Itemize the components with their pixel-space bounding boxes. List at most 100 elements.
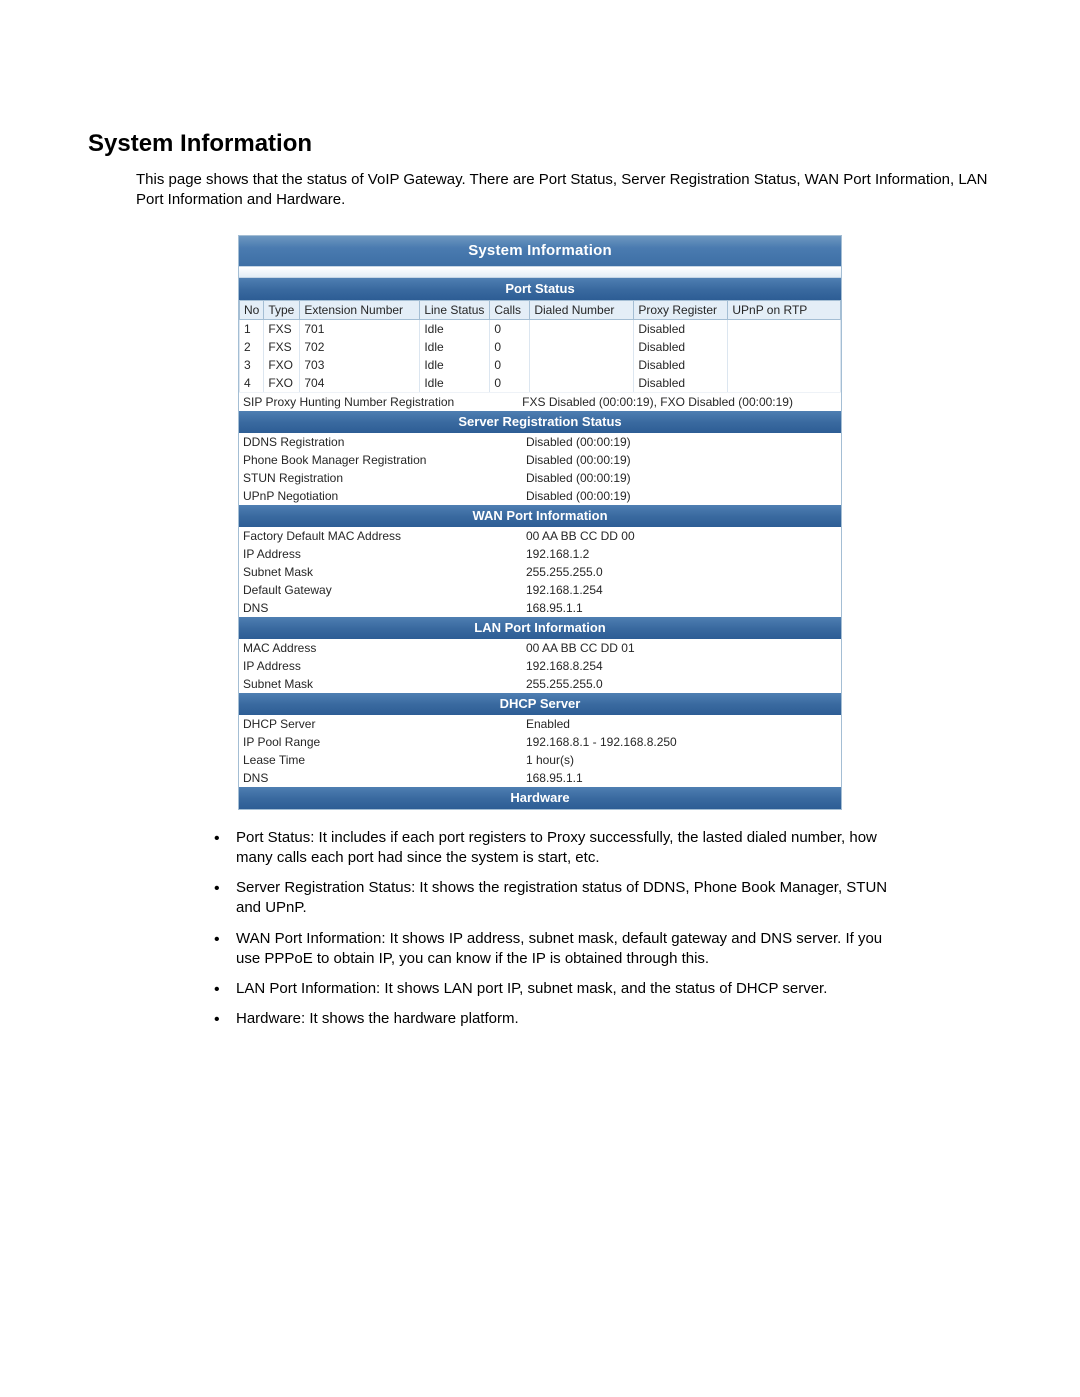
port-cell: 3 (240, 356, 264, 374)
port-cell: Disabled (634, 356, 728, 374)
port-row: 4FXO704Idle0Disabled (240, 374, 841, 392)
note-item: Port Status: It includes if each port re… (208, 828, 892, 869)
port-status-table: NoTypeExtension NumberLine StatusCallsDi… (239, 300, 841, 392)
port-cell: Disabled (634, 374, 728, 392)
page-heading: System Information (88, 130, 992, 158)
section-header-lan: LAN Port Information (239, 617, 841, 639)
wan-value: 255.255.255.0 (522, 563, 841, 581)
server-reg-row: Phone Book Manager RegistrationDisabled … (239, 451, 841, 469)
wan-value: 168.95.1.1 (522, 599, 841, 617)
wan-key: DNS (239, 599, 522, 617)
port-col-7: UPnP on RTP (728, 300, 841, 319)
server-reg-row: STUN RegistrationDisabled (00:00:19) (239, 469, 841, 487)
note-item: Hardware: It shows the hardware platform… (208, 1009, 892, 1029)
port-cell: 0 (490, 319, 530, 338)
system-info-panel: System Information Port Status NoTypeExt… (238, 235, 842, 810)
wan-value: 192.168.1.2 (522, 545, 841, 563)
dhcp-value: 192.168.8.1 - 192.168.8.250 (522, 733, 841, 751)
port-cell: Disabled (634, 319, 728, 338)
sip-proxy-row: SIP Proxy Hunting Number Registration FX… (239, 392, 841, 411)
spacer (239, 266, 841, 278)
port-col-4: Calls (490, 300, 530, 319)
server-reg-value: Disabled (00:00:19) (522, 451, 841, 469)
server-reg-key: UPnP Negotiation (239, 487, 522, 505)
lan-value: 192.168.8.254 (522, 657, 841, 675)
lan-row: Subnet Mask255.255.255.0 (239, 675, 841, 693)
wan-value: 00 AA BB CC DD 00 (522, 527, 841, 545)
note-item: LAN Port Information: It shows LAN port … (208, 979, 892, 999)
server-reg-key: STUN Registration (239, 469, 522, 487)
dhcp-row: Lease Time1 hour(s) (239, 751, 841, 769)
port-cell: Idle (420, 338, 490, 356)
port-row: 1FXS701Idle0 Disabled (240, 319, 841, 338)
wan-row: Factory Default MAC Address00 AA BB CC D… (239, 527, 841, 545)
lan-key: IP Address (239, 657, 522, 675)
section-header-dhcp: DHCP Server (239, 693, 841, 715)
port-cell: 2 (240, 338, 264, 356)
server-reg-value: Disabled (00:00:19) (522, 487, 841, 505)
section-header-wan: WAN Port Information (239, 505, 841, 527)
section-header-port-status: Port Status (239, 278, 841, 300)
section-header-hardware: Hardware (239, 787, 841, 809)
server-reg-key: DDNS Registration (239, 433, 522, 451)
port-cell: Idle (420, 374, 490, 392)
lan-row: IP Address192.168.8.254 (239, 657, 841, 675)
port-cell (530, 356, 634, 374)
server-reg-row: DDNS RegistrationDisabled (00:00:19) (239, 433, 841, 451)
server-reg-row: UPnP NegotiationDisabled (00:00:19) (239, 487, 841, 505)
wan-row: IP Address192.168.1.2 (239, 545, 841, 563)
wan-row: Subnet Mask255.255.255.0 (239, 563, 841, 581)
port-cell: FXO (264, 374, 300, 392)
port-col-3: Line Status (420, 300, 490, 319)
main-title: System Information (239, 236, 841, 266)
port-cell: Idle (420, 356, 490, 374)
port-cell: 703 (300, 356, 420, 374)
port-cell: FXO (264, 356, 300, 374)
port-cell: 0 (490, 356, 530, 374)
port-cell: 704 (300, 374, 420, 392)
wan-key: Factory Default MAC Address (239, 527, 522, 545)
port-col-6: Proxy Register (634, 300, 728, 319)
section-header-server-reg: Server Registration Status (239, 411, 841, 433)
port-col-2: Extension Number (300, 300, 420, 319)
notes-list: Port Status: It includes if each port re… (208, 828, 992, 1030)
port-cell: FXS (264, 319, 300, 338)
port-cell: Idle (420, 319, 490, 338)
port-cell (728, 356, 841, 374)
dhcp-value: Enabled (522, 715, 841, 733)
wan-table: Factory Default MAC Address00 AA BB CC D… (239, 527, 841, 617)
port-row: 3FXO703Idle0 Disabled (240, 356, 841, 374)
wan-row: Default Gateway192.168.1.254 (239, 581, 841, 599)
port-cell: 701 (300, 319, 420, 338)
port-cell (728, 319, 841, 338)
dhcp-table: DHCP ServerEnabledIP Pool Range192.168.8… (239, 715, 841, 787)
wan-row: DNS168.95.1.1 (239, 599, 841, 617)
port-cell: 1 (240, 319, 264, 338)
wan-key: Default Gateway (239, 581, 522, 599)
dhcp-key: IP Pool Range (239, 733, 522, 751)
port-cell: 702 (300, 338, 420, 356)
port-row: 2FXS702Idle0Disabled (240, 338, 841, 356)
port-cell: Disabled (634, 338, 728, 356)
server-reg-value: Disabled (00:00:19) (522, 433, 841, 451)
note-item: Server Registration Status: It shows the… (208, 878, 892, 919)
dhcp-value: 1 hour(s) (522, 751, 841, 769)
dhcp-key: DHCP Server (239, 715, 522, 733)
server-reg-value: Disabled (00:00:19) (522, 469, 841, 487)
port-cell: 4 (240, 374, 264, 392)
dhcp-row: DNS168.95.1.1 (239, 769, 841, 787)
wan-key: IP Address (239, 545, 522, 563)
lan-value: 255.255.255.0 (522, 675, 841, 693)
wan-value: 192.168.1.254 (522, 581, 841, 599)
port-cell (530, 338, 634, 356)
port-cell (728, 338, 841, 356)
dhcp-row: DHCP ServerEnabled (239, 715, 841, 733)
port-cell (530, 319, 634, 338)
dhcp-value: 168.95.1.1 (522, 769, 841, 787)
port-cell: 0 (490, 338, 530, 356)
port-col-5: Dialed Number (530, 300, 634, 319)
note-item: WAN Port Information: It shows IP addres… (208, 929, 892, 970)
dhcp-key: DNS (239, 769, 522, 787)
port-col-1: Type (264, 300, 300, 319)
sip-proxy-value: FXS Disabled (00:00:19), FXO Disabled (0… (522, 395, 837, 409)
